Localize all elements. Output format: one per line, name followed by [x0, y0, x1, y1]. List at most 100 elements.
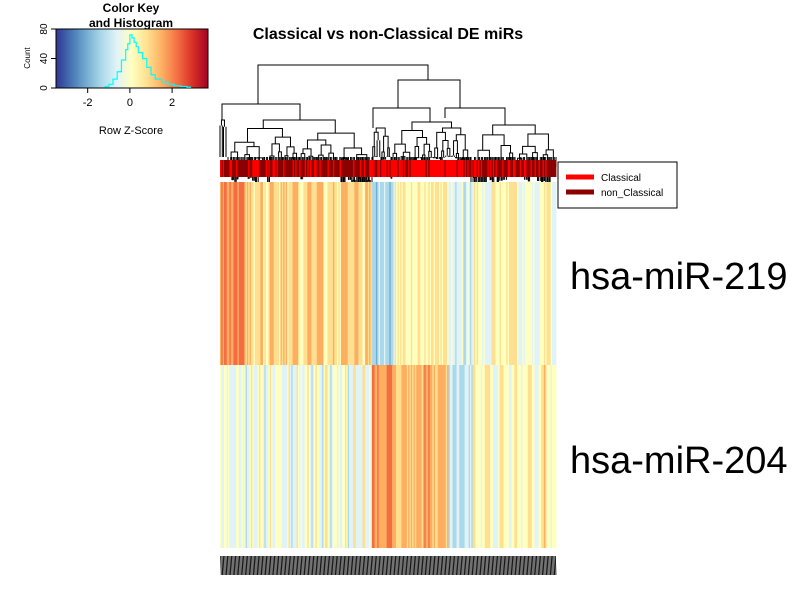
heatmap-cell: [449, 365, 452, 548]
heatmap-cell: [409, 365, 412, 548]
column-label: [493, 555, 495, 576]
heatmap-cell: [273, 365, 276, 548]
column-label: [515, 555, 518, 576]
side-color-cell: [460, 160, 463, 177]
heatmap-cell: [472, 365, 475, 548]
dendrogram-branch: [387, 147, 390, 157]
side-color-cell: [429, 160, 432, 177]
column-label: [490, 555, 492, 576]
side-color-cell: [554, 160, 557, 177]
heatmap-cell: [435, 182, 437, 365]
heatmap-cell: [508, 365, 511, 548]
heatmap-cell: [456, 182, 459, 365]
side-color-cell: [467, 160, 470, 177]
heatmap-cell: [468, 365, 471, 548]
heatmap-cell: [293, 365, 296, 548]
side-color-cell: [491, 160, 494, 177]
column-label: [357, 555, 359, 576]
heatmap-cell: [306, 182, 308, 365]
side-color-cell: [365, 160, 367, 177]
heatmap-cell: [257, 182, 260, 365]
heatmap-cell: [394, 182, 397, 365]
side-color-cell: [351, 160, 354, 177]
heatmap-cell: [250, 182, 253, 365]
column-side-colors: [220, 160, 557, 177]
heatmap-cell: [418, 182, 421, 365]
heatmap-cell: [307, 365, 310, 548]
side-color-cell: [468, 160, 471, 177]
side-color-cell: [461, 160, 464, 177]
side-color-cell: [508, 160, 511, 177]
column-label: [427, 555, 429, 576]
key-x-tick-label: 2: [169, 97, 175, 109]
heatmap-cell: [515, 365, 518, 548]
side-color-cell: [385, 160, 388, 177]
column-label: [417, 555, 420, 576]
column-label: [444, 555, 447, 576]
side-color-cell: [474, 160, 476, 177]
side-color-cell: [296, 160, 299, 177]
column-label: [419, 555, 421, 576]
heatmap-cell: [507, 365, 510, 548]
side-color-cell: [469, 160, 472, 177]
side-color-cell: [381, 160, 384, 177]
heatmap-cell: [467, 182, 470, 365]
heatmap-cell: [525, 182, 527, 365]
heatmap-cell: [469, 182, 472, 365]
heatmap-cell: [508, 182, 511, 365]
heatmap-cell: [494, 365, 496, 548]
heatmap-cell: [457, 182, 460, 365]
side-color-cell: [535, 160, 538, 177]
side-color-cell: [228, 160, 230, 177]
key-y-tick-label: 40: [39, 53, 50, 65]
heatmap-cell: [533, 182, 535, 365]
heatmap-cell: [284, 182, 287, 365]
side-color-cell: [307, 160, 310, 177]
heatmap-cell: [283, 365, 285, 548]
column-label: [264, 555, 267, 576]
column-label: [323, 555, 326, 576]
side-color-cell: [440, 160, 443, 177]
side-color-cell: [230, 160, 233, 177]
column-label: [296, 555, 299, 576]
column-label: [456, 555, 459, 576]
heatmap-cell: [482, 365, 484, 548]
column-label: [239, 555, 241, 576]
column-label: [487, 555, 490, 576]
heatmap-cell: [441, 182, 444, 365]
side-color-cell: [349, 160, 351, 177]
side-color-cell: [334, 160, 336, 177]
heatmap-cell: [393, 365, 396, 548]
heatmap-cell: [280, 182, 283, 365]
column-label: [308, 555, 311, 576]
side-color-cell: [529, 160, 531, 177]
heatmap-cell: [238, 182, 241, 365]
dendrogram-branch: [343, 147, 363, 159]
heatmap-cell: [367, 182, 370, 365]
side-color-cell: [404, 160, 406, 177]
column-label: [523, 555, 526, 576]
heatmap-cell: [440, 182, 443, 365]
side-color-cell: [281, 160, 284, 177]
column-label: [480, 555, 483, 576]
dendrogram-branch: [423, 143, 431, 156]
heatmap-cell: [269, 182, 272, 365]
heatmap-cell: [301, 365, 304, 548]
heatmap-cell: [342, 182, 345, 365]
side-color-cell: [221, 160, 224, 177]
side-color-cell: [220, 160, 222, 177]
heatmap-cell: [382, 182, 385, 365]
heatmap-cell: [453, 182, 456, 365]
side-color-cell: [500, 160, 503, 177]
side-color-cell: [265, 160, 268, 177]
heatmap-cell: [530, 182, 533, 365]
heatmap-cells: [220, 182, 557, 548]
side-color-cell: [439, 160, 441, 177]
column-label: [260, 555, 263, 576]
column-label: [439, 555, 441, 576]
heatmap-cell: [350, 365, 353, 548]
side-color-cell: [483, 160, 486, 177]
heatmap-cell: [222, 182, 225, 365]
heatmap-cell: [220, 182, 222, 365]
heatmap-cell: [461, 182, 464, 365]
